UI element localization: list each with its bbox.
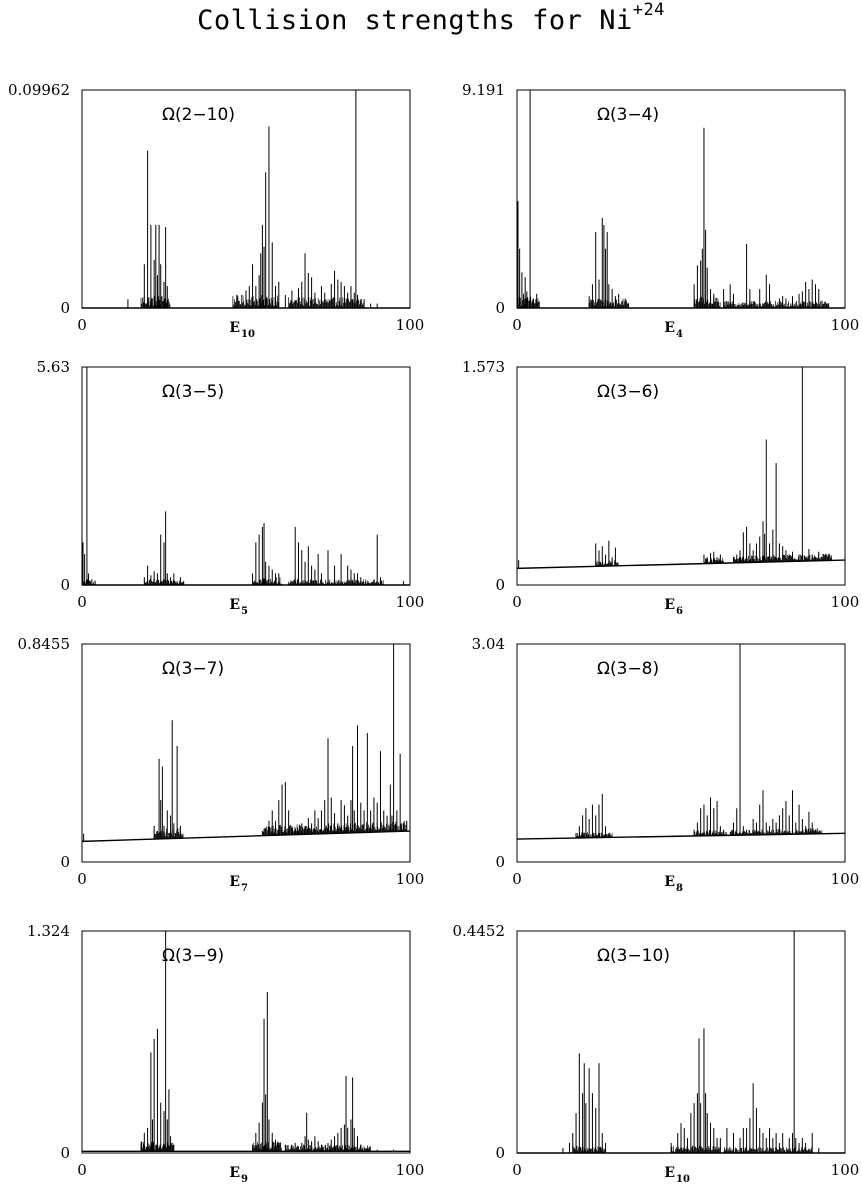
y-tick-min: 0 [60,1144,70,1162]
x-axis-label-subscript: 8 [676,883,683,894]
y-tick-min: 0 [495,853,505,871]
x-tick-min: 0 [512,1161,522,1179]
x-tick-max: 100 [831,1161,860,1179]
chart-panel-omega-3-10: 0 0.4452 0 100 E 10 Ω(3−10) [453,922,860,1184]
x-tick-min: 0 [77,870,87,888]
chart-panel-omega-2-10: 0 0.09962 0 100 E 10 Ω(2−10) [8,81,425,340]
x-tick-min: 0 [77,1161,87,1179]
noise-spikes [516,296,829,308]
page-title: Collision strengths for Ni+24 [0,0,862,36]
omega-annotation: Ω(3−10) [597,946,670,966]
x-axis-label: E [664,1165,675,1181]
y-tick-max: 3.04 [472,635,505,653]
y-tick-max: 1.324 [27,922,70,940]
x-tick-min: 0 [512,593,522,611]
x-axis-label: E [229,597,240,613]
y-tick-min: 0 [60,576,70,594]
omega-annotation: Ω(3−8) [597,659,659,679]
x-axis-label-subscript: 10 [676,1174,690,1184]
plot-frame [516,366,846,586]
x-axis-label-subscript: 7 [241,883,248,894]
x-axis-label: E [664,874,675,890]
plot-frame [81,366,411,586]
omega-annotation: Ω(3−4) [597,105,659,125]
plot-frame [516,930,846,1154]
omega-annotation: Ω(2−10) [162,105,235,125]
omega-annotation: Ω(3−7) [162,659,224,679]
x-tick-min: 0 [512,870,522,888]
y-tick-min: 0 [60,299,70,317]
x-tick-max: 100 [831,316,860,334]
x-axis-label: E [229,1165,240,1181]
x-axis-label: E [229,320,240,336]
title-text: Collision strengths for Ni [197,5,633,36]
x-tick-max: 100 [831,870,860,888]
noise-spikes [81,577,384,585]
x-axis-label: E [664,320,675,336]
y-tick-max: 1.573 [462,358,505,376]
baseline-line [516,832,846,840]
x-tick-min: 0 [77,593,87,611]
chart-panel-omega-3-7: 0 0.8455 0 100 E 7 Ω(3−7) [18,635,425,894]
omega-annotation: Ω(3−6) [597,382,659,402]
x-axis-label: E [229,874,240,890]
y-tick-max: 5.63 [37,358,70,376]
x-tick-max: 100 [396,316,425,334]
omega-annotation: Ω(3−9) [162,946,224,966]
title-superscript: +24 [632,0,665,20]
chart-panel-omega-3-6: 0 1.573 0 100 E 6 Ω(3−6) [462,358,860,617]
y-tick-min: 0 [495,1144,505,1162]
y-tick-max: 0.4452 [453,922,506,940]
y-tick-max: 9.191 [462,81,505,99]
x-axis-label-subscript: 6 [676,606,683,617]
y-tick-min: 0 [495,576,505,594]
x-tick-max: 100 [396,593,425,611]
noise-spikes [153,821,408,840]
baseline-line [516,559,846,570]
chart-panel-omega-3-9: 0 1.324 0 100 E 9 Ω(3−9) [27,922,425,1184]
x-axis-label: E [664,597,675,613]
x-tick-min: 0 [512,316,522,334]
x-tick-max: 100 [831,593,860,611]
x-axis-label-subscript: 5 [241,606,248,617]
plot-frame [516,89,846,309]
plot-frame [516,643,846,863]
chart-panel-omega-3-4: 0 9.191 0 100 E 4 Ω(3−4) [462,81,860,340]
chart-panel-omega-3-5: 0 5.63 0 100 E 5 Ω(3−5) [37,358,425,617]
y-tick-max: 0.09962 [8,81,70,99]
y-tick-min: 0 [495,299,505,317]
baseline-line [81,830,411,843]
plot-frame [81,643,411,863]
x-tick-max: 100 [396,1161,425,1179]
y-tick-min: 0 [60,853,70,871]
x-axis-label-subscript: 10 [241,329,255,340]
x-tick-min: 0 [77,316,87,334]
chart-panel-omega-3-8: 0 3.04 0 100 E 8 Ω(3−8) [472,635,860,894]
omega-annotation: Ω(3−5) [162,382,224,402]
x-axis-label-subscript: 4 [676,329,683,340]
plot-frame [81,89,411,309]
plot-frame [81,930,411,1154]
y-tick-max: 0.8455 [18,635,71,653]
x-axis-label-subscript: 9 [241,1174,248,1184]
x-tick-max: 100 [396,870,425,888]
